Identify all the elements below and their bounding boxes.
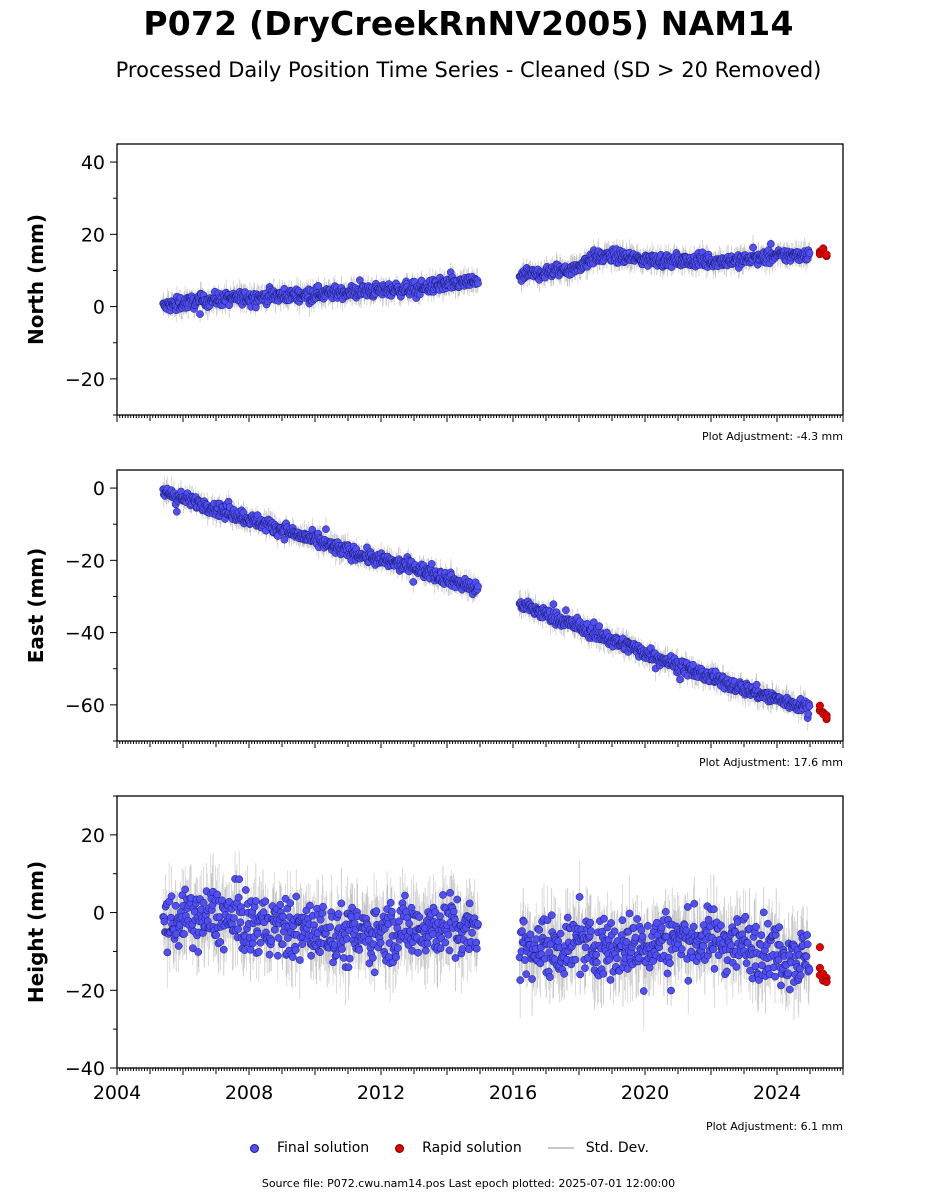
north-ylabel: North (mm)	[24, 214, 48, 345]
east-rapid-point	[815, 701, 824, 710]
north-rapid-points	[815, 244, 831, 261]
east-ytick-label: −20	[65, 550, 105, 572]
north-final-point	[767, 240, 775, 248]
north-std-dev-bars	[162, 235, 810, 323]
east-final-point	[752, 680, 761, 689]
east-final-point	[804, 710, 813, 718]
east-final-point	[549, 600, 558, 609]
north-rapid-point	[822, 250, 831, 259]
east-final-points	[159, 484, 814, 722]
east-data	[159, 475, 831, 731]
east-ytick-label: −40	[65, 623, 105, 645]
north-final-point	[474, 279, 482, 288]
north-plot-adjustment: Plot Adjustment: -4.3 mm	[702, 430, 843, 443]
north-final-point	[314, 282, 323, 290]
north-ytick-label: 20	[81, 224, 105, 246]
east-ytick-label: 0	[93, 478, 105, 500]
east-final-point	[562, 606, 570, 615]
north-final-point	[805, 249, 814, 257]
east-final-point	[676, 675, 684, 684]
north-final-point	[749, 243, 757, 252]
east-ylabel: East (mm)	[24, 548, 48, 664]
east-final-point	[427, 560, 436, 568]
east-final-point	[409, 578, 418, 586]
east-final-point	[322, 525, 330, 534]
east-final-point	[590, 618, 598, 627]
east-final-point	[173, 507, 181, 516]
north-ytick-label: −20	[65, 369, 105, 391]
east-final-point	[280, 535, 289, 544]
north-ytick-label: 40	[81, 152, 105, 174]
north-data	[159, 235, 831, 323]
east-plot-adjustment: Plot Adjustment: 17.6 mm	[699, 756, 843, 769]
chart-subtitle: Processed Daily Position Time Series - C…	[115, 58, 822, 82]
north-final-point	[196, 310, 204, 318]
north-panel: 40 20 0 −20 North (mm) Plot Adjustment: -4.3 …	[24, 143, 844, 443]
east-final-point	[805, 702, 814, 710]
height-data	[159, 851, 831, 1030]
east-final-point	[595, 622, 604, 630]
east-rapid-points	[815, 701, 831, 724]
chart-title: P072 (DryCreekRnNV2005) NAM14	[143, 4, 794, 43]
east-ytick-label: −60	[65, 695, 105, 717]
north-ytick-label: 0	[93, 297, 105, 319]
east-rapid-point	[822, 713, 831, 722]
east-panel: 0 −20 −40 −60 East (mm) Plot Adjustment: 17.6…	[24, 469, 844, 769]
north-final-points	[159, 240, 814, 318]
east-final-point	[474, 582, 482, 591]
